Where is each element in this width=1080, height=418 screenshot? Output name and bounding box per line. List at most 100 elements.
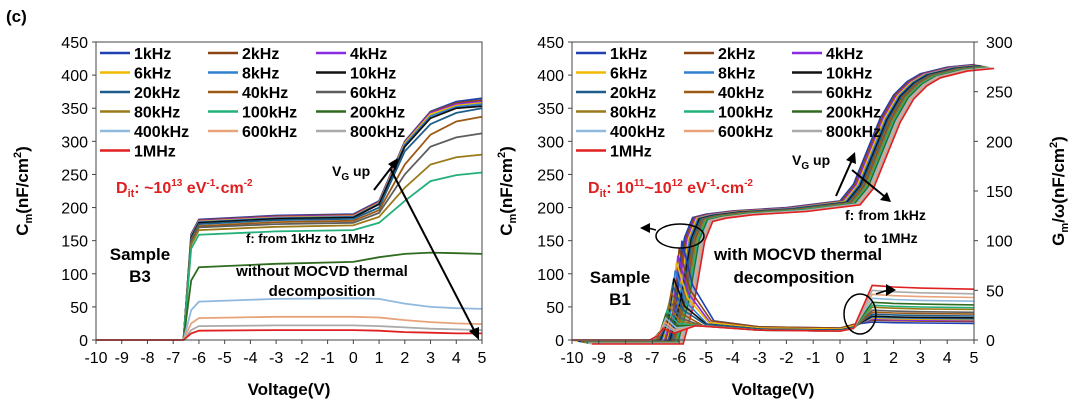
left-vg-arrowhead xyxy=(388,158,398,170)
left-note-line2: decomposition xyxy=(269,283,376,300)
right-vg-up-label: VG up xyxy=(792,152,830,172)
legend-label: 800kHz xyxy=(826,124,881,141)
y-tick-label: 0 xyxy=(79,333,88,350)
y-tick-label: 450 xyxy=(537,35,564,52)
left-series-line xyxy=(96,329,482,341)
panel-label: (c) xyxy=(6,7,27,26)
left-freq-arrow xyxy=(389,167,476,333)
x-tick-label: -6 xyxy=(672,350,686,367)
legend-label: 10kHz xyxy=(350,66,396,83)
right-right-ellipse xyxy=(843,293,877,335)
left-freq-label: f: from 1kHz to 1MHz xyxy=(246,231,375,246)
x-tick-label: 3 xyxy=(426,350,435,367)
legend-label: 80kHz xyxy=(134,105,180,122)
x-tick-label: -2 xyxy=(295,350,309,367)
y-tick-label: 400 xyxy=(61,68,88,85)
legend-label: 10kHz xyxy=(826,66,872,83)
legend-label: 2kHz xyxy=(718,46,755,63)
right-x-ticks: -10 -9 -8 -7 -6 -5 -4 -3 -2 -1 0 1 2 3 4 5 xyxy=(560,340,979,367)
x-tick-label: 4 xyxy=(452,350,461,367)
legend-label: 1kHz xyxy=(134,46,171,63)
x-tick-label: -4 xyxy=(243,350,257,367)
legend-label: 100kHz xyxy=(718,105,773,122)
legend-label: 200kHz xyxy=(826,105,881,122)
x-tick-label: 5 xyxy=(478,350,487,367)
x-tick-label: -3 xyxy=(269,350,283,367)
left-y-axis-label: Cm(nF/cm2) xyxy=(12,146,35,236)
y2-tick-label: 50 xyxy=(986,283,1004,300)
legend-label: 40kHz xyxy=(718,85,764,102)
legend-label: 4kHz xyxy=(350,46,387,63)
x-tick-label: 2 xyxy=(889,350,898,367)
right-left-arrowhead xyxy=(640,223,650,233)
legend-label: 8kHz xyxy=(718,66,755,83)
x-tick-label: -1 xyxy=(806,350,820,367)
left-freq-arrowhead xyxy=(469,327,479,340)
right-legend: 1kHz 2kHz 4kHz 6kHz 8kHz 10kHz 20kHz 40kHz 60kHz… xyxy=(576,46,881,161)
left-series-line xyxy=(96,315,483,341)
y-tick-label: 50 xyxy=(546,300,564,317)
x-tick-label: -6 xyxy=(192,350,206,367)
x-tick-label: -3 xyxy=(752,350,766,367)
right-conductance-line xyxy=(572,284,975,341)
left-vg-up-label: VG up xyxy=(332,163,370,183)
x-tick-label: -1 xyxy=(320,350,334,367)
x-tick-label: -7 xyxy=(166,350,180,367)
y2-tick-label: 300 xyxy=(986,35,1013,52)
right-conductance-line xyxy=(572,282,975,341)
legend-label: 80kHz xyxy=(610,105,656,122)
y-tick-label: 250 xyxy=(61,167,88,184)
x-tick-label: 5 xyxy=(970,350,979,367)
right-freq-line2: to 1MHz xyxy=(864,230,918,246)
right-vg-arrow xyxy=(835,159,853,197)
left-legend: 1kHz 2kHz 4kHz 6kHz 8kHz 10kHz 20kHz 40kHz 60kHz… xyxy=(100,46,405,161)
x-tick-label: 1 xyxy=(375,350,384,367)
y-tick-label: 150 xyxy=(61,234,88,251)
left-series-line xyxy=(96,297,483,341)
y2-tick-label: 200 xyxy=(986,134,1013,151)
legend-label: 60kHz xyxy=(350,85,396,102)
x-tick-label: 0 xyxy=(349,350,358,367)
x-tick-label: -9 xyxy=(115,350,129,367)
right-right-arrowhead xyxy=(886,284,896,296)
left-x-ticks: -10 -9 -8 -7 -6 -5 -4 -3 -2 -1 0 1 2 3 4 5 xyxy=(84,340,487,367)
legend-label: 1MHz xyxy=(610,144,652,161)
legend-label: 40kHz xyxy=(242,85,288,102)
x-tick-label: -10 xyxy=(560,350,583,367)
x-tick-label: -10 xyxy=(84,350,107,367)
y-tick-label: 100 xyxy=(61,267,88,284)
x-tick-label: 0 xyxy=(836,350,845,367)
legend-label: 800kHz xyxy=(350,124,405,141)
right-capacitance-line xyxy=(592,67,995,345)
left-series-line xyxy=(96,251,483,341)
x-tick-label: 3 xyxy=(916,350,925,367)
legend-label: 100kHz xyxy=(242,105,297,122)
right-freq-line1: f: from 1kHz xyxy=(845,207,926,223)
x-tick-label: -5 xyxy=(699,350,713,367)
left-series xyxy=(96,97,483,341)
legend-label: 6kHz xyxy=(134,66,171,83)
x-tick-label: -8 xyxy=(140,350,154,367)
y-tick-label: 100 xyxy=(537,267,564,284)
x-tick-label: -5 xyxy=(218,350,232,367)
left-plot-frame xyxy=(95,41,483,341)
y-tick-label: 250 xyxy=(537,167,564,184)
y-tick-label: 200 xyxy=(61,201,88,218)
y-tick-label: 350 xyxy=(537,101,564,118)
x-tick-label: 4 xyxy=(943,350,952,367)
y-tick-label: 150 xyxy=(537,234,564,251)
y-tick-label: 200 xyxy=(537,201,564,218)
y-tick-label: 0 xyxy=(555,333,564,350)
right-sample-line2: B1 xyxy=(609,290,631,309)
right-left-ellipse xyxy=(655,223,705,249)
right-y2-ticks: 0 50 100 150 200 250 300 xyxy=(974,35,1013,350)
y-tick-label: 450 xyxy=(61,35,88,52)
x-tick-label: -9 xyxy=(592,350,606,367)
y-tick-label: 300 xyxy=(61,134,88,151)
y-tick-label: 50 xyxy=(70,300,88,317)
left-dit-annotation: Dit: ~1013 eV-1·cm-2 xyxy=(116,178,253,200)
right-y2-axis-label: Gm/ω(nF/cm2) xyxy=(1048,136,1071,246)
right-freq-arrowhead xyxy=(880,192,891,202)
